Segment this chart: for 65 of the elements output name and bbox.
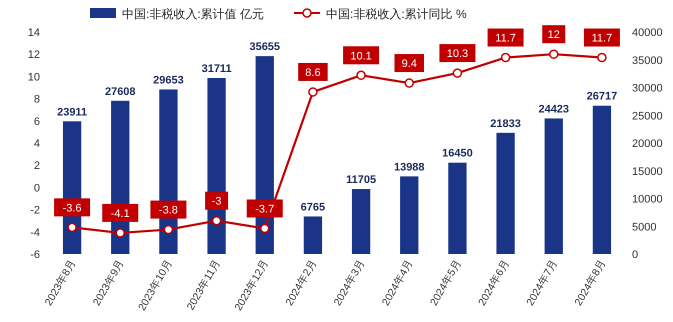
data-label: 11.7: [592, 32, 612, 45]
data-label: 16450: [442, 148, 473, 160]
data-label: 11.7: [495, 32, 516, 45]
y2-tick-label: 10000: [632, 194, 663, 206]
point: [212, 216, 222, 226]
y-tick-label: 6: [34, 116, 40, 128]
point: [549, 49, 558, 59]
data-label: 35655: [249, 41, 280, 54]
data-label: 26717: [586, 90, 618, 103]
data-label: 27608: [104, 86, 136, 98]
data-label: 6765: [300, 201, 326, 214]
y-tick-label: 14: [28, 27, 40, 39]
y-tick-label: 0: [34, 182, 40, 194]
data-label: 13988: [394, 161, 425, 174]
point: [308, 87, 318, 97]
legend-label: 中国:非税收入:累计同比 %: [326, 7, 468, 21]
data-label: 9.4: [402, 58, 417, 70]
bar: [448, 162, 467, 254]
bar: [496, 132, 515, 254]
y-tick-label: 4: [34, 138, 40, 150]
y2-tick-label: 0: [632, 249, 638, 261]
y-tick-label: 10: [28, 71, 40, 84]
data-label: -4.1: [110, 208, 130, 220]
legend-label: 中国:非税收入:累计值 亿元: [122, 7, 264, 21]
y2-tick-label: 20000: [632, 138, 663, 150]
bar: [592, 106, 612, 254]
y-tick-label: 12: [28, 49, 40, 62]
y2-tick-label: 15000: [632, 166, 663, 178]
y-tick-label: -6: [30, 249, 40, 261]
data-label: 21833: [490, 118, 521, 130]
y-tick-label: 8: [34, 94, 40, 106]
data-label: 10.3: [446, 48, 468, 60]
data-label: 29653: [153, 74, 184, 86]
data-label: 8.6: [305, 66, 321, 79]
y2-tick-label: 40000: [632, 27, 663, 39]
data-label: -3.7: [255, 203, 274, 216]
data-label: 12: [548, 29, 560, 42]
y2-tick-label: 30000: [632, 82, 663, 94]
data-label: 10.1: [350, 50, 372, 62]
data-label: -3.8: [158, 204, 178, 217]
y-tick-label: -2: [30, 204, 40, 217]
data-label: 23911: [57, 106, 88, 118]
y2-tick-label: 35000: [632, 54, 663, 67]
point: [500, 52, 510, 62]
point: [356, 70, 366, 80]
point: [116, 228, 125, 238]
data-label: 11705: [346, 174, 376, 186]
data-label: 31711: [202, 63, 232, 76]
point: [260, 224, 270, 234]
bar: [400, 176, 418, 254]
point: [452, 68, 462, 78]
y-tick-label: 2: [34, 160, 40, 172]
bar: [544, 118, 563, 254]
y-tick-label: -4: [30, 226, 40, 239]
bar: [304, 216, 322, 254]
y2-tick-label: 25000: [632, 110, 663, 122]
y2-tick-label: 5000: [632, 221, 656, 234]
point: [67, 222, 77, 232]
point: [404, 78, 414, 88]
point: [597, 52, 607, 62]
data-label: 24423: [538, 103, 570, 116]
data-label: -3: [212, 196, 222, 208]
bar: [352, 189, 370, 254]
point: [164, 224, 174, 234]
data-label: -3.6: [62, 202, 82, 214]
